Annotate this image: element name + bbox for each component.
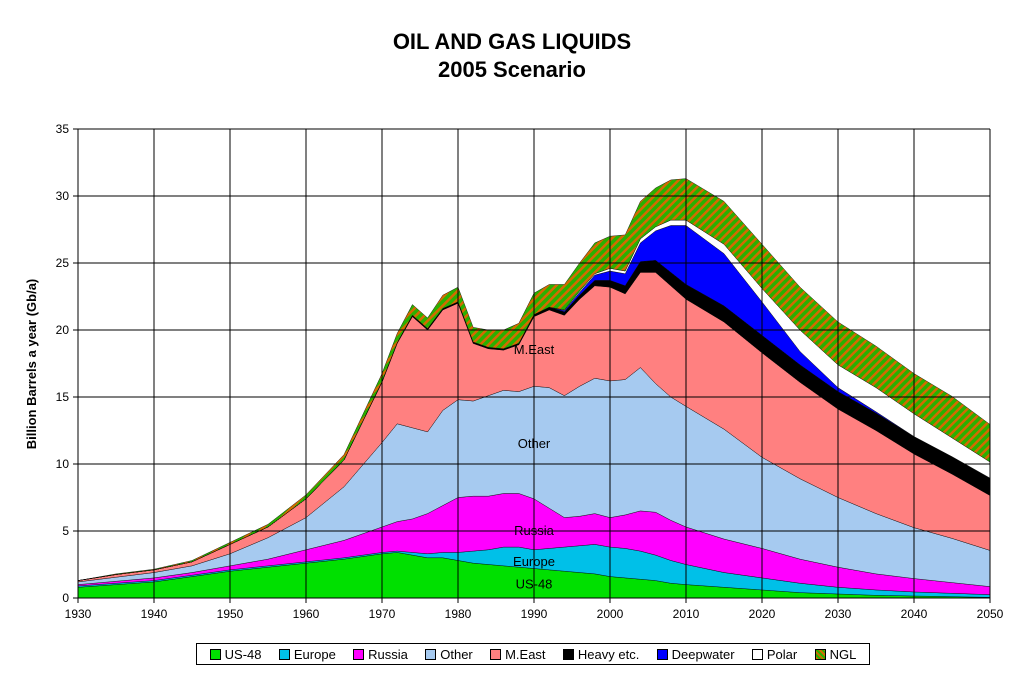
legend-item-deepwater: Deepwater [656,646,735,662]
legend-label: Polar [766,646,798,662]
legend-swatch [278,648,290,660]
x-tick-label: 1980 [445,607,472,621]
legend-item-m-east: M.East [490,646,546,662]
legend-swatch [751,648,763,660]
legend-swatch [209,648,221,660]
x-tick-label: 1990 [521,607,548,621]
chart-area: 1930 1940 1950 1960 1970 1980 1990 2000 2010 2020… [24,122,1004,621]
legend-item-ngl: NGL [814,646,857,662]
chart-title-line2: 2005 Scenario [438,57,586,82]
annotation-europe: Europe [513,554,555,569]
annotation-m-east: M.East [514,342,555,357]
y-tick-label: 10 [56,457,70,471]
legend-item-polar: Polar [751,646,798,662]
annotation-other: Other [518,436,551,451]
legend-label: Other [440,646,473,662]
legend-swatch [656,648,668,660]
y-tick-label: 5 [62,524,69,538]
y-tick-label: 35 [56,122,70,136]
legend: US-48 Europe Russia Other M.East Heavy etc. De… [196,643,870,665]
y-tick-label: 15 [56,390,70,404]
chart-title-line1: OIL AND GAS LIQUIDS [392,29,632,54]
legend-swatch [562,648,574,660]
legend-label: Heavy etc. [577,646,640,662]
legend-item-heavy-etc-: Heavy etc. [562,646,640,662]
x-tick-label: 2020 [749,607,776,621]
y-tick-label: 0 [62,591,69,605]
x-tick-label: 2000 [597,607,624,621]
legend-label: NGL [829,646,857,662]
x-tick-label: 1940 [141,607,168,621]
legend-label: Deepwater [671,646,735,662]
chart-title: OIL AND GAS LIQUIDS 2005 Scenario [0,28,1024,84]
legend-item-russia: Russia [353,647,408,662]
y-tick-label: 30 [56,189,70,203]
legend-swatch [814,648,826,660]
gridlines [77,128,991,599]
x-tick-label: 2040 [901,607,928,621]
x-tick-label: 2030 [825,607,852,621]
legend-swatch [353,648,365,660]
x-tick-label: 1970 [369,607,396,621]
x-tick-label: 2010 [673,607,700,621]
x-tick-label: 1950 [217,607,244,621]
legend-swatch [425,648,437,660]
legend-label: US-48 [224,646,262,662]
x-axis-ticks: 1930 1940 1950 1960 1970 1980 1990 2000 2010 2020… [65,598,1004,621]
legend-label: Europe [293,646,336,662]
annotation-us-48: US-48 [516,577,553,592]
x-tick-label: 2050 [977,607,1004,621]
x-tick-label: 1930 [65,607,92,621]
legend-label: Russia [368,646,408,662]
legend-item-other: Other [425,647,473,662]
y-tick-label: 25 [56,256,70,270]
legend-item-europe: Europe [278,646,336,662]
annotation-russia: Russia [514,523,555,538]
y-axis-label: Billion Barrels a year (Gb/a) [24,279,39,450]
y-tick-label: 20 [56,323,70,337]
legend-item-us-48: US-48 [209,646,262,662]
legend-label: M.East [505,646,546,662]
region-labels: M.East Other Russia Europe US-48 [513,342,555,591]
y-axis-ticks: 0 5 10 15 20 25 30 35 [56,122,78,605]
x-tick-label: 1960 [293,607,320,621]
legend-swatch [490,648,502,660]
